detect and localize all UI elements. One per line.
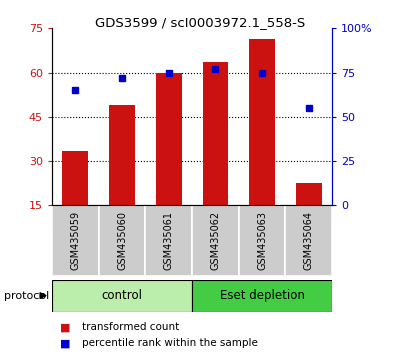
Text: GSM435064: GSM435064: [304, 211, 314, 270]
Bar: [192, 280, 332, 312]
Text: control: control: [102, 289, 142, 302]
Text: ■: ■: [60, 338, 70, 348]
Text: protocol: protocol: [4, 291, 49, 301]
Bar: [52, 205, 99, 276]
Bar: [192, 205, 239, 276]
Bar: [52, 280, 192, 312]
Bar: [239, 205, 285, 276]
Bar: [296, 183, 322, 205]
Bar: [99, 205, 145, 276]
Text: Eset depletion: Eset depletion: [220, 289, 304, 302]
Bar: [109, 105, 135, 205]
Text: ■: ■: [60, 322, 70, 332]
Text: GDS3599 / scI0003972.1_558-S: GDS3599 / scI0003972.1_558-S: [95, 16, 305, 29]
Text: GSM435061: GSM435061: [164, 211, 174, 270]
Text: percentile rank within the sample: percentile rank within the sample: [82, 338, 258, 348]
Text: GSM435062: GSM435062: [210, 211, 220, 270]
Bar: [285, 205, 332, 276]
Text: GSM435059: GSM435059: [70, 211, 80, 270]
Bar: [249, 39, 275, 205]
Text: GSM435063: GSM435063: [257, 211, 267, 270]
Bar: [62, 151, 88, 205]
Text: GSM435060: GSM435060: [117, 211, 127, 270]
Bar: [156, 73, 182, 205]
Bar: [202, 62, 228, 205]
Text: transformed count: transformed count: [82, 322, 179, 332]
Bar: [145, 205, 192, 276]
